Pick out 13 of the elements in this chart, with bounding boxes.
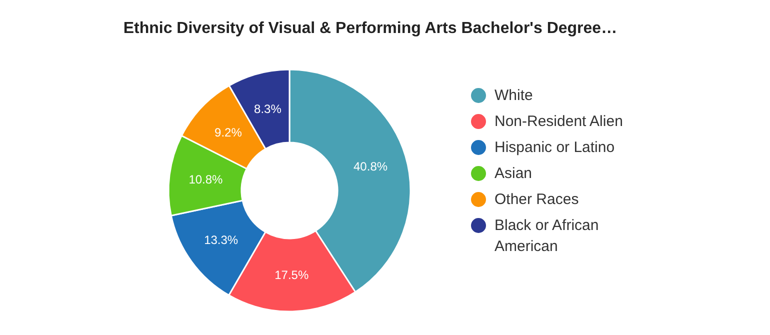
- legend-label: Hispanic or Latino: [494, 139, 615, 156]
- data-label: 40.8%: [354, 160, 388, 174]
- legend-label: White: [494, 87, 533, 104]
- data-label: 8.3%: [254, 102, 282, 116]
- legend-label: Asian: [494, 165, 532, 182]
- data-label: 13.3%: [204, 233, 238, 248]
- data-label: 10.8%: [188, 172, 224, 187]
- legend-label: Other Races: [494, 191, 579, 208]
- chart-title: Ethnic Diversity of Visual & Performing Arts Bachelor's Degree…: [123, 20, 618, 37]
- data-label: 17.5%: [274, 268, 309, 282]
- legend-label: Non-Resident Alien: [494, 113, 623, 130]
- data-label: 9.2%: [214, 125, 242, 140]
- legend-label: Black or African American: [494, 217, 599, 255]
